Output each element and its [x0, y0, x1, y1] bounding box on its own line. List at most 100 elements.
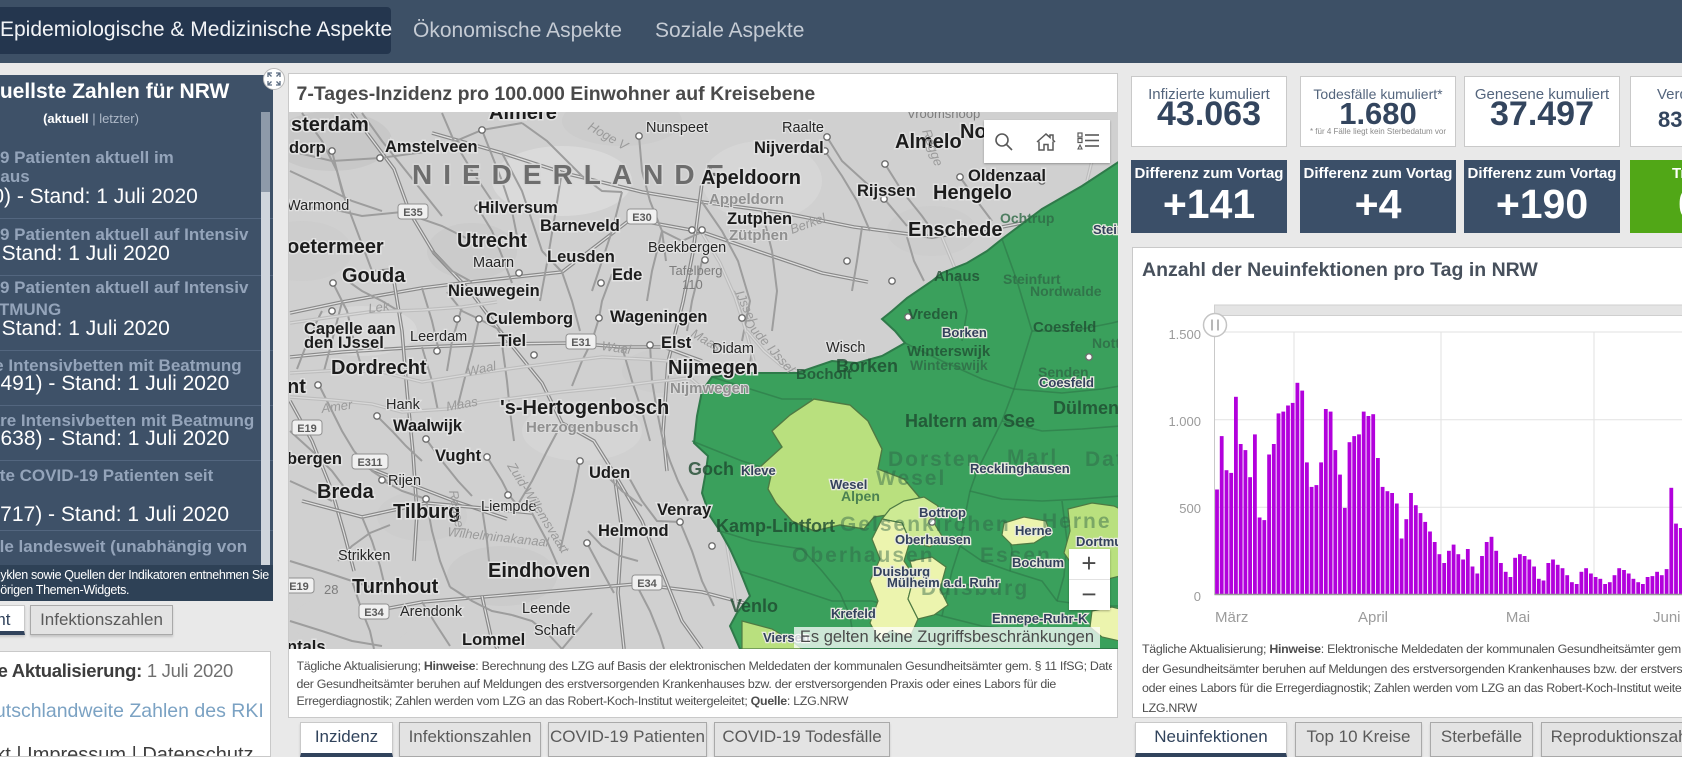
svg-text:Gelsenkirchen: Gelsenkirchen	[840, 513, 1011, 536]
svg-text:Nieuwegein: Nieuwegein	[448, 282, 540, 300]
svg-text:Maas: Maas	[445, 394, 479, 414]
svg-text:Capelle aan: Capelle aan	[304, 320, 396, 338]
svg-text:Uden: Uden	[589, 464, 630, 482]
svg-text:Leusden: Leusden	[547, 248, 615, 266]
svg-text:Bochum: Bochum	[1012, 555, 1064, 570]
svg-text:Oberhausen: Oberhausen	[792, 544, 935, 567]
svg-text:Wisch: Wisch	[826, 340, 865, 356]
svg-text:April: April	[1358, 609, 1388, 626]
svg-text:Zutphen: Zutphen	[727, 210, 792, 228]
svg-text:Essen: Essen	[980, 544, 1052, 567]
svg-text:Vroomshoop: Vroomshoop	[907, 112, 980, 121]
svg-text:Senden: Senden	[1038, 364, 1089, 380]
svg-text:Ahaus: Ahaus	[934, 268, 980, 285]
svg-text:Bocholt: Bocholt	[796, 366, 852, 383]
svg-text:Mai: Mai	[1506, 609, 1530, 626]
svg-text:Rijssen: Rijssen	[857, 182, 916, 200]
svg-text:Recklinghausen: Recklinghausen	[970, 461, 1070, 476]
svg-text:Herne: Herne	[1015, 523, 1052, 538]
svg-text:Reusel: Reusel	[446, 489, 468, 533]
svg-text:März: März	[1215, 609, 1248, 626]
svg-text:Hengelo: Hengelo	[933, 182, 1012, 204]
svg-text:Wesel: Wesel	[876, 467, 946, 490]
svg-text:Raalte: Raalte	[782, 120, 824, 136]
svg-text:Steinf: Steinf	[1093, 222, 1118, 237]
svg-text:Wageningen: Wageningen	[610, 308, 707, 326]
svg-text:Tafelberg: Tafelberg	[669, 263, 722, 278]
svg-text:Culemborg: Culemborg	[486, 310, 573, 328]
svg-text:E31: E31	[571, 337, 591, 349]
svg-text:E34: E34	[364, 607, 384, 619]
svg-text:Didam: Didam	[712, 341, 754, 357]
svg-text:Leende: Leende	[522, 601, 570, 617]
svg-text:28: 28	[324, 582, 338, 597]
svg-text:Maarn: Maarn	[473, 255, 514, 271]
svg-text:Kleve: Kleve	[741, 463, 776, 478]
svg-text:Waalwijk: Waalwijk	[393, 417, 463, 435]
svg-text:Nijmegen: Nijmegen	[668, 357, 758, 379]
svg-text:sterdam: sterdam	[291, 114, 369, 136]
svg-text:Datte: Datte	[1085, 448, 1118, 471]
svg-text:Hilversum: Hilversum	[478, 199, 558, 217]
svg-text:'s-Hertogenbosch: 's-Hertogenbosch	[500, 397, 669, 419]
svg-text:Vreden: Vreden	[908, 306, 958, 323]
svg-text:Dordrecht: Dordrecht	[331, 357, 427, 379]
svg-text:den IJssel: den IJssel	[304, 334, 384, 352]
svg-text:Goch: Goch	[688, 459, 734, 479]
svg-text:Rijen: Rijen	[388, 473, 421, 489]
svg-text:Hank: Hank	[386, 397, 421, 413]
svg-text:1.000: 1.000	[1168, 414, 1201, 429]
svg-text:Dülmen: Dülmen	[1053, 398, 1118, 418]
svg-text:Alpen: Alpen	[841, 488, 880, 504]
svg-text:Kamp-Lintfort: Kamp-Lintfort	[716, 516, 835, 536]
svg-text:Herzogenbusch: Herzogenbusch	[526, 419, 639, 436]
svg-text:Beekbergen: Beekbergen	[648, 240, 726, 256]
svg-text:Oldenzaal: Oldenzaal	[968, 167, 1046, 185]
svg-text:E30: E30	[632, 212, 652, 224]
svg-text:Nottul: Nottul	[1092, 335, 1118, 351]
svg-text:Oberhausen: Oberhausen	[895, 532, 971, 547]
svg-text:Bottrop: Bottrop	[919, 505, 966, 520]
svg-text:Enschede: Enschede	[908, 219, 1002, 241]
svg-text:Barneveld: Barneveld	[540, 217, 620, 235]
svg-text:Winterswijk: Winterswijk	[910, 357, 988, 373]
svg-text:Lek: Lek	[367, 298, 391, 316]
svg-text:Waal: Waal	[601, 338, 633, 357]
svg-text:Coesfeld: Coesfeld	[1039, 375, 1094, 390]
svg-text:Winterswijk: Winterswijk	[907, 343, 991, 360]
svg-text:Tilburg: Tilburg	[393, 501, 460, 523]
svg-text:Borken: Borken	[942, 325, 987, 340]
svg-text:Marl: Marl	[1007, 446, 1058, 469]
svg-text:Haltern am See: Haltern am See	[905, 411, 1035, 431]
svg-text:Nordwalde: Nordwalde	[1030, 283, 1102, 299]
svg-text:Apeldoorn: Apeldoorn	[701, 167, 801, 189]
svg-text:Ennepe-Ruhr-K: Ennepe-Ruhr-K	[992, 611, 1088, 626]
svg-text:Dortmun: Dortmun	[1076, 534, 1118, 549]
svg-text:Utrecht: Utrecht	[457, 230, 527, 252]
svg-text:dorp: dorp	[289, 139, 326, 157]
svg-text:E34: E34	[637, 578, 657, 590]
svg-text:Gouda: Gouda	[342, 265, 406, 287]
svg-text:Nijmwegen: Nijmwegen	[670, 380, 749, 397]
svg-text:Warmond: Warmond	[289, 198, 349, 214]
svg-text:Wesel: Wesel	[830, 477, 867, 492]
svg-text:Duisburg: Duisburg	[921, 577, 1029, 600]
svg-text:Turnhout: Turnhout	[352, 576, 439, 598]
svg-text:Venray: Venray	[657, 501, 712, 519]
svg-text:Ochtrup: Ochtrup	[1000, 210, 1054, 226]
svg-text:Zütphen: Zütphen	[729, 227, 788, 244]
svg-text:Elst: Elst	[661, 334, 692, 352]
svg-text:Amer: Amer	[319, 397, 353, 416]
svg-text:Helmond: Helmond	[598, 522, 669, 540]
svg-text:Venlo: Venlo	[730, 596, 778, 616]
svg-text:nt: nt	[289, 376, 306, 398]
svg-text:Herne: Herne	[1042, 510, 1112, 533]
svg-text:E311: E311	[357, 457, 382, 469]
svg-text:Vught: Vught	[435, 447, 482, 465]
svg-text:Ede: Ede	[612, 266, 642, 284]
svg-text:Waal: Waal	[466, 358, 499, 379]
svg-text:Lommel: Lommel	[462, 631, 525, 649]
svg-text:Strikken: Strikken	[338, 548, 390, 564]
svg-text:E19: E19	[297, 423, 317, 435]
svg-text:oetermeer: oetermeer	[289, 236, 384, 258]
